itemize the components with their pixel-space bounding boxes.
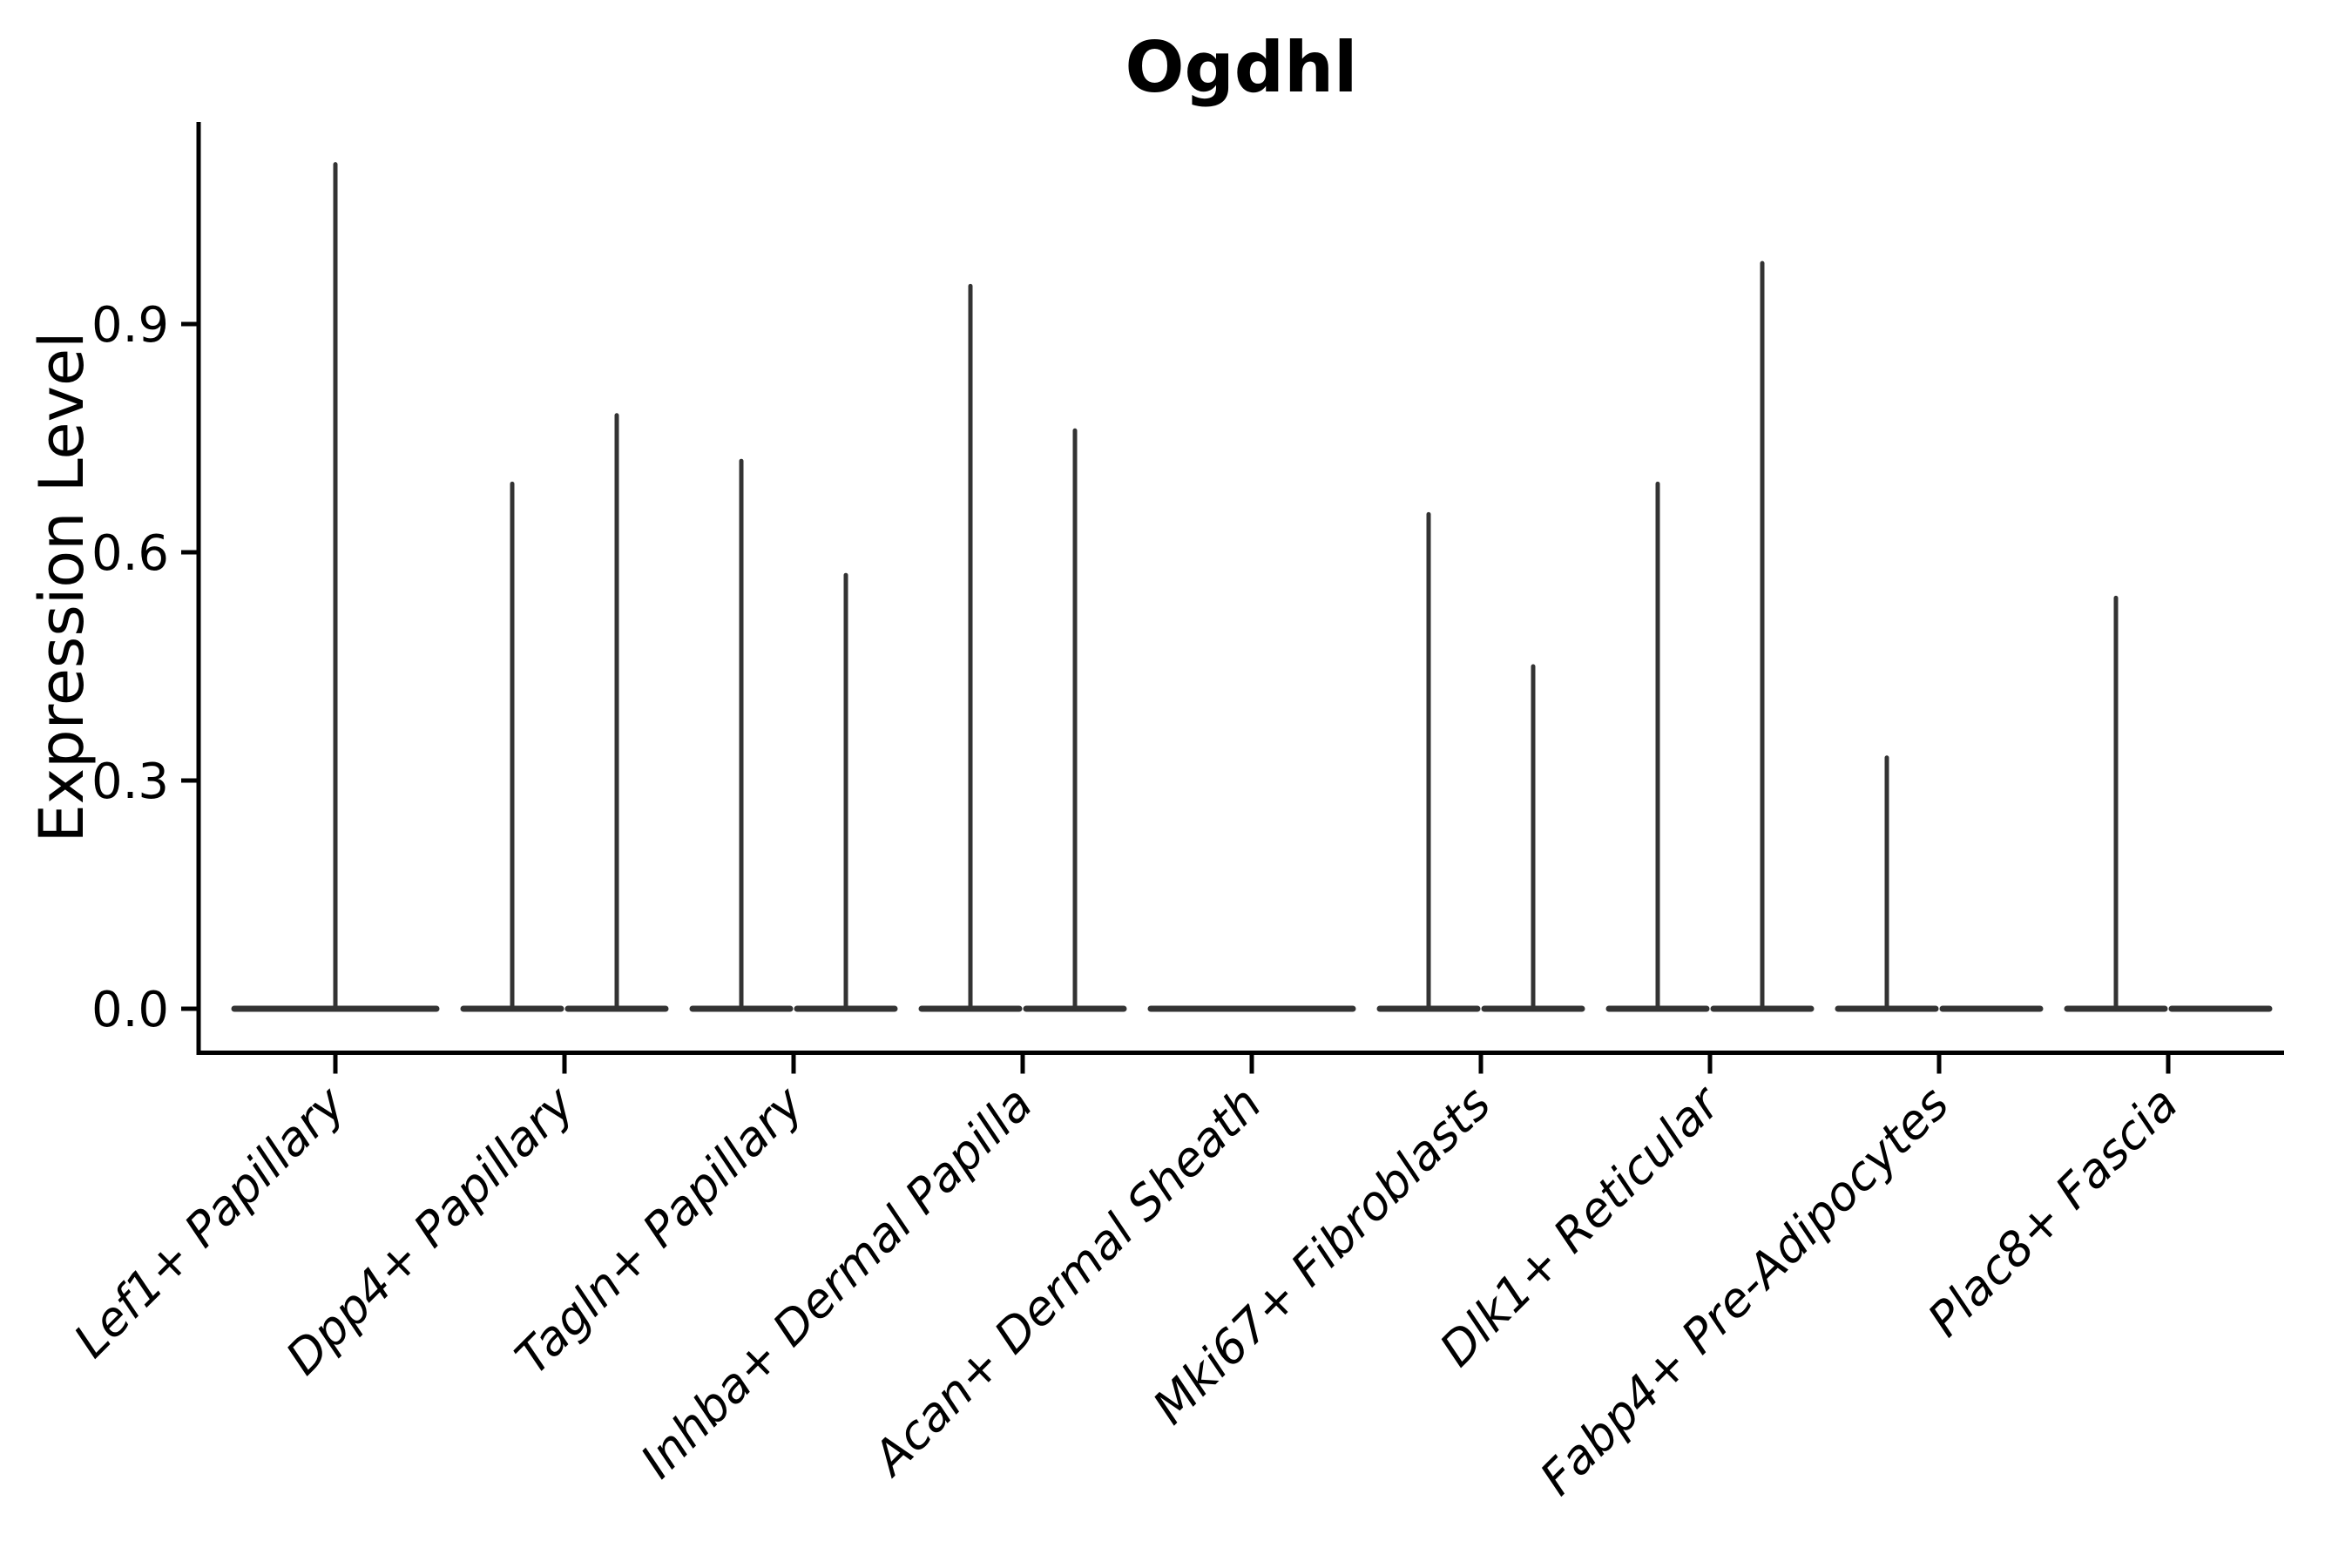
axes-layer (181, 122, 2284, 1074)
violins-layer (231, 162, 2273, 1012)
chart-title: Ogdhl (1125, 27, 1358, 108)
axis-spines (196, 122, 2284, 1055)
y-tick-label: 0.3 (91, 754, 169, 810)
x-tick-label: Inhba+ Dermal Papilla (630, 1076, 1043, 1489)
y-axis-label: Expression Level (26, 331, 98, 842)
y-tick-label: 0.9 (91, 297, 169, 354)
y-tick-label: 0.6 (91, 525, 169, 582)
x-tick-label: Fabp4+ Pre-Adipocytes (1530, 1076, 1959, 1505)
x-tick-label: Acan+ Dermal Sheath (861, 1076, 1272, 1487)
x-tick-label: Plac8+ Fascia (1917, 1076, 2188, 1347)
y-tick-label: 0.0 (91, 982, 169, 1038)
